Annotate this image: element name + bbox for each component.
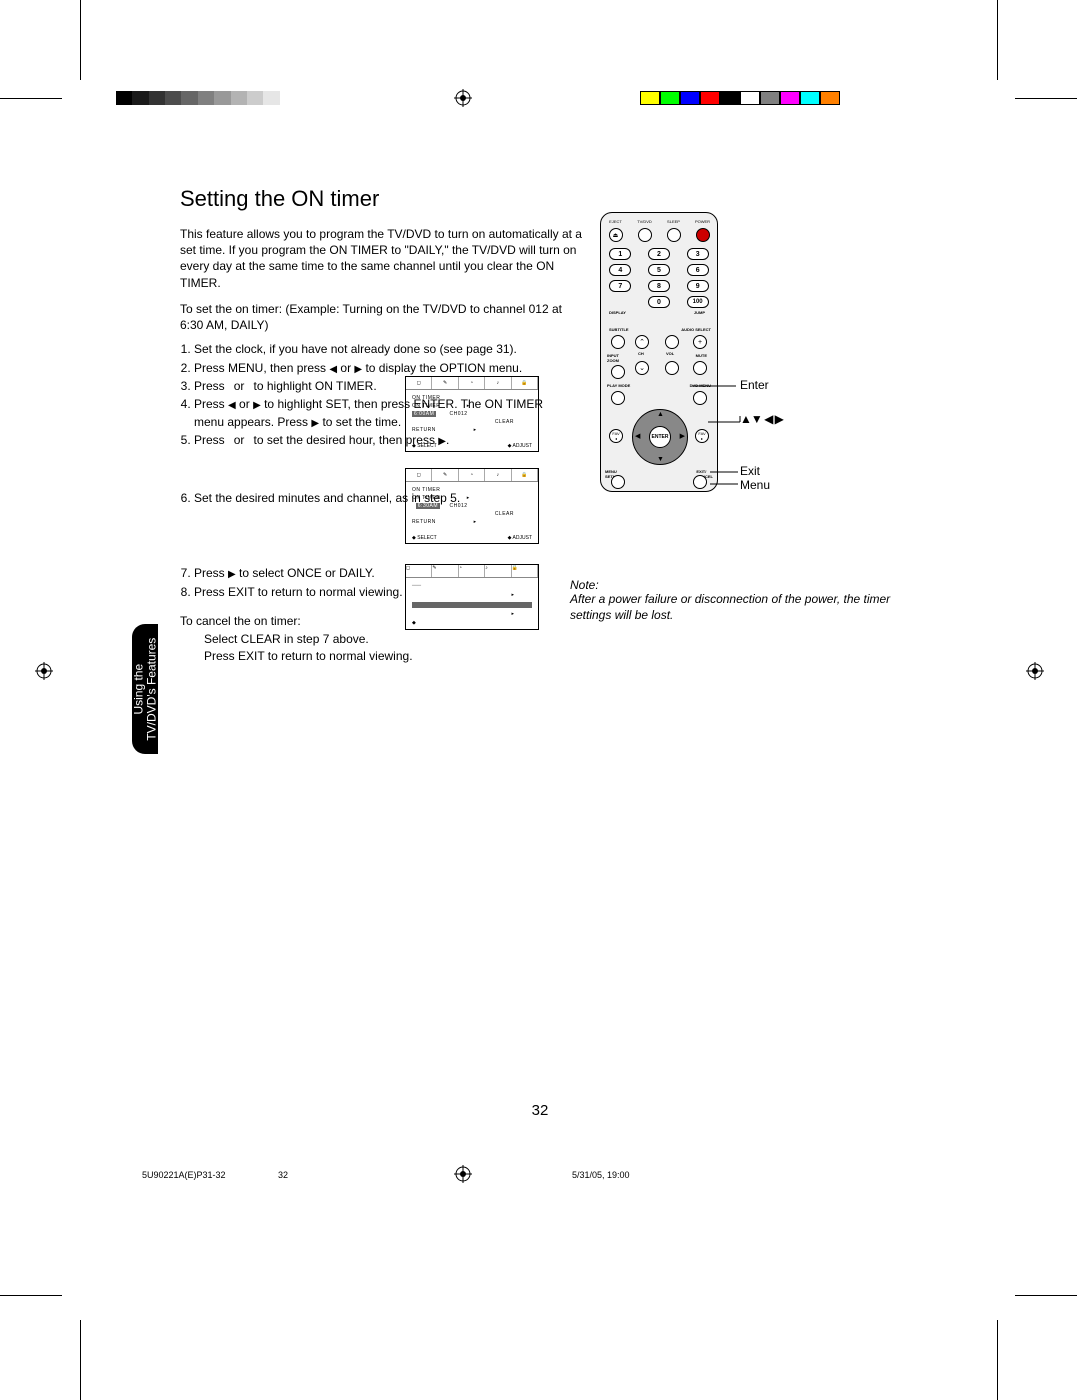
crop-mark — [1015, 98, 1077, 99]
page-number: 32 — [0, 1102, 1080, 1119]
fav-right: FAV▸ — [695, 429, 709, 443]
crop-mark — [0, 1295, 62, 1296]
osd-screenshot-1: ◻✎◔♪🔒 ON TIMER ON TIMER ▸ 6:00AM CH012 C… — [405, 376, 539, 452]
crop-mark — [997, 0, 998, 80]
footer-page: 32 — [278, 1170, 288, 1180]
ch-up-button: ⌃ — [635, 335, 649, 349]
callout-lines — [718, 212, 778, 502]
fav-left: FAV◂ — [609, 429, 623, 443]
note-body: After a power failure or disconnection o… — [570, 592, 920, 623]
eject-button: ⏏ — [609, 228, 623, 242]
registration-mark — [1026, 662, 1044, 680]
crop-mark — [1015, 1295, 1077, 1296]
page-title: Setting the ON timer — [180, 186, 900, 212]
osd-screenshot-3: ◻✎◔♪🔒 ━━━ ▸ ▸ ◆ — [405, 564, 539, 630]
osd-screenshot-2: ◻✎◔♪🔒 ON TIMER ON TIMER ▸ 6:30AM CH012 C… — [405, 468, 539, 544]
dvdmenu-button — [693, 391, 707, 405]
power-button — [696, 228, 710, 242]
input-zoom-button — [611, 365, 625, 379]
crop-mark — [80, 0, 81, 80]
cancel-l2: Press EXIT to return to normal viewing. — [180, 648, 540, 665]
enter-button: ENTER — [649, 426, 671, 448]
vol-down-button — [665, 361, 679, 375]
osd-label: ON TIMER — [412, 394, 532, 402]
callout-menu: Menu — [740, 478, 770, 492]
registration-mark — [454, 1165, 472, 1183]
osd-label: ON TIMER — [412, 486, 532, 494]
sleep-button — [667, 228, 681, 242]
note-heading: Note: — [570, 578, 920, 592]
exit-cancel-button — [693, 475, 707, 489]
registration-mark — [35, 662, 53, 680]
audio-select-button: + — [693, 335, 707, 349]
step-1: Set the clock, if you have not already d… — [194, 341, 560, 358]
step-2: Press MENU, then press ◀ or ▶ to display… — [194, 360, 560, 378]
registration-mark — [454, 89, 472, 107]
subtitle-button — [611, 335, 625, 349]
menu-setup-button — [611, 475, 625, 489]
side-tab: Using theTV/DVD's Features — [132, 624, 158, 754]
note-block: Note: After a power failure or disconnec… — [570, 578, 920, 623]
example-text: To set the on timer: (Example: Turning o… — [180, 301, 588, 333]
callout-exit: Exit — [740, 464, 760, 478]
footer-date: 5/31/05, 19:00 — [572, 1170, 630, 1180]
crop-mark — [0, 98, 62, 99]
vol-up-button — [665, 335, 679, 349]
mute-button — [693, 361, 707, 375]
grayscale-bar — [116, 91, 296, 105]
color-bar — [640, 91, 840, 105]
crop-mark — [80, 1320, 81, 1400]
tvdvd-button — [638, 228, 652, 242]
intro-text: This feature allows you to program the T… — [180, 226, 588, 291]
callout-enter: Enter — [740, 378, 769, 392]
ch-down-button: ⌄ — [635, 361, 649, 375]
playmode-button — [611, 391, 625, 405]
cancel-l1: Select CLEAR in step 7 above. — [180, 631, 540, 648]
callout-arrows: ▲▼ ◀ ▶ — [740, 412, 783, 426]
footer-file: 5U90221A(E)P31-32 — [142, 1170, 226, 1180]
crop-mark — [997, 1320, 998, 1400]
remote-control-diagram: EJECT TV/DVD SLEEP POWER ⏏ 1 2 3 4 5 6 7… — [600, 212, 718, 492]
dpad: ENTER ▲ ▼ ◀ ▶ — [632, 409, 688, 465]
